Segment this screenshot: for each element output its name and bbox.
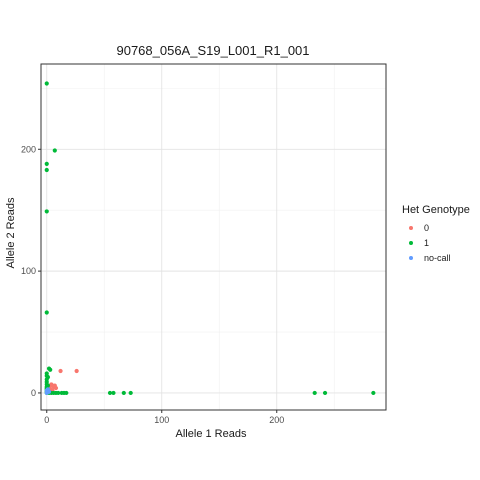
data-point point-0 (53, 385, 59, 391)
data-point point-1 (48, 367, 53, 372)
legend-key (409, 256, 413, 260)
x-tick-label: 0 (44, 415, 49, 425)
legend-item: 1 (409, 238, 429, 248)
data-point point-1 (322, 390, 328, 396)
x-axis: 0 100 200 (44, 410, 284, 425)
legend-label: 1 (424, 238, 429, 248)
data-point point-no-call (46, 389, 52, 394)
data-point point-1 (107, 390, 113, 396)
y-tick-label: 200 (21, 144, 36, 154)
data-point point-1 (56, 390, 61, 396)
minor-gridlines (41, 64, 386, 410)
legend-label: no-call (424, 253, 451, 263)
y-tick-label: 0 (31, 388, 36, 398)
data-point point-1 (44, 310, 49, 315)
data-points (44, 81, 376, 396)
data-point point-1 (44, 209, 49, 214)
data-point point-0 (74, 368, 79, 374)
data-point point-0 (58, 368, 63, 374)
data-point point-1 (371, 390, 376, 396)
legend-item: no-call (409, 253, 451, 263)
y-axis-label: Allele 2 Reads (5, 197, 17, 268)
legend-item: 0 (409, 223, 429, 233)
data-point point-1 (44, 167, 49, 173)
major-gridlines (41, 64, 386, 410)
y-axis: 0 100 200 (21, 144, 41, 398)
data-point point-1 (121, 390, 126, 396)
x-tick-label: 200 (269, 415, 284, 425)
legend-title: Het Genotype (402, 204, 470, 216)
panel-border (40, 63, 387, 411)
chart-title: 90768_056A_S19_L001_R1_001 (116, 43, 309, 58)
x-axis-label: Allele 1 Reads (176, 428, 247, 440)
data-point point-1 (128, 390, 133, 396)
legend-key (409, 241, 413, 245)
legend: Het Genotype 0 1 no-call (402, 204, 470, 263)
x-tick-label: 100 (154, 415, 169, 425)
data-point point-1 (52, 148, 57, 153)
data-point point-1 (111, 390, 116, 396)
data-point point-1 (44, 81, 49, 86)
legend-label: 0 (424, 223, 429, 233)
y-tick-label: 100 (21, 266, 36, 276)
data-point point-1 (64, 390, 69, 396)
data-point point-1 (312, 390, 317, 396)
legend-key (409, 226, 413, 230)
data-point point-1 (44, 161, 49, 167)
